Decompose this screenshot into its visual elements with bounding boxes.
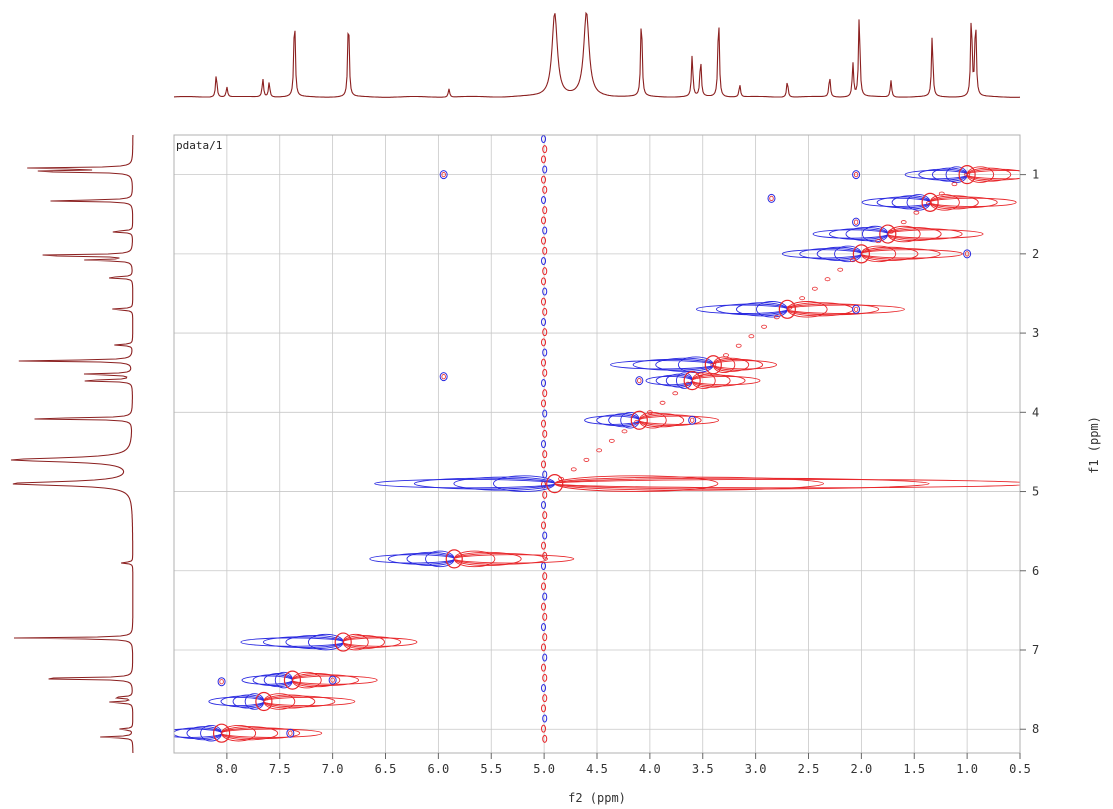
cross-peak — [635, 376, 644, 386]
x-tick-label: 6.5 — [375, 762, 397, 776]
diagonal-trace — [558, 172, 971, 481]
cross-peak — [767, 193, 776, 203]
diagonal-peak — [781, 244, 963, 264]
x-tick-label: 0.5 — [1009, 762, 1031, 776]
cross-peak — [963, 249, 972, 259]
pdata-annotation: pdata/1 — [176, 139, 222, 152]
x-tick-label: 8.0 — [216, 762, 238, 776]
y-tick-label: 3 — [1032, 326, 1039, 340]
x-tick-label: 1.0 — [956, 762, 978, 776]
x-tick-label: 4.5 — [586, 762, 608, 776]
x-tick-label: 5.5 — [480, 762, 502, 776]
cross-peak — [439, 372, 448, 382]
x-tick-label: 4.0 — [639, 762, 661, 776]
grid-lines — [174, 135, 1021, 753]
y-tick-label: 2 — [1032, 247, 1039, 261]
x-axis-title: f2 (ppm) — [568, 791, 626, 805]
x-tick-label: 2.5 — [798, 762, 820, 776]
cross-peak — [852, 304, 861, 314]
cross-peak — [328, 675, 337, 685]
y-axis-title: f1 (ppm) — [1087, 416, 1101, 474]
y-tick-label: 8 — [1032, 722, 1039, 736]
x-tick-label: 5.0 — [533, 762, 555, 776]
diagonal-peak — [374, 474, 1020, 494]
x-tick-label: 7.0 — [322, 762, 344, 776]
cross-peak — [439, 170, 448, 180]
diagonal-peak — [208, 691, 356, 712]
diagonal-peak — [696, 299, 905, 319]
y-tick-label: 1 — [1032, 168, 1039, 182]
cross-peak — [852, 170, 861, 180]
x-tick-label: 6.0 — [428, 762, 450, 776]
diagonal-peak — [584, 410, 720, 430]
contour-peaks — [174, 135, 1020, 743]
x-tick-label: 7.5 — [269, 762, 291, 776]
diagonal-peak — [174, 723, 323, 743]
y-tick-label: 6 — [1032, 564, 1039, 578]
diagonal-peak — [904, 165, 1020, 185]
diagonal-peak — [369, 549, 575, 569]
cross-peak — [852, 217, 861, 227]
cross-peak — [217, 677, 226, 687]
axis-ticks: 8.0 7.5 7.0 6.5 6.0 5.5 5.0 4.5 4.0 3.5 3.0 2.5 2.0 1… — [216, 168, 1039, 776]
diagonal-peak — [241, 670, 378, 690]
y-tick-label: 7 — [1032, 643, 1039, 657]
cross-peak — [688, 415, 697, 425]
cross-peak — [286, 728, 295, 738]
x-tick-label: 3.5 — [692, 762, 714, 776]
diagonal-peak — [812, 224, 984, 244]
x-tick-label: 3.0 — [745, 762, 767, 776]
solvent-streak — [541, 135, 548, 743]
x-tick-label: 2.0 — [851, 762, 873, 776]
x-tick-label: 1.5 — [903, 762, 925, 776]
diagonal-peak — [610, 355, 777, 375]
diagonal-peak — [240, 632, 418, 652]
top-projection-spectrum — [173, 11, 1021, 98]
y-tick-label: 5 — [1032, 485, 1039, 499]
y-tick-label: 4 — [1032, 405, 1039, 419]
diagonal-peak — [861, 192, 1017, 212]
diagonal-peak — [645, 371, 761, 391]
left-projection-spectrum — [10, 135, 134, 753]
